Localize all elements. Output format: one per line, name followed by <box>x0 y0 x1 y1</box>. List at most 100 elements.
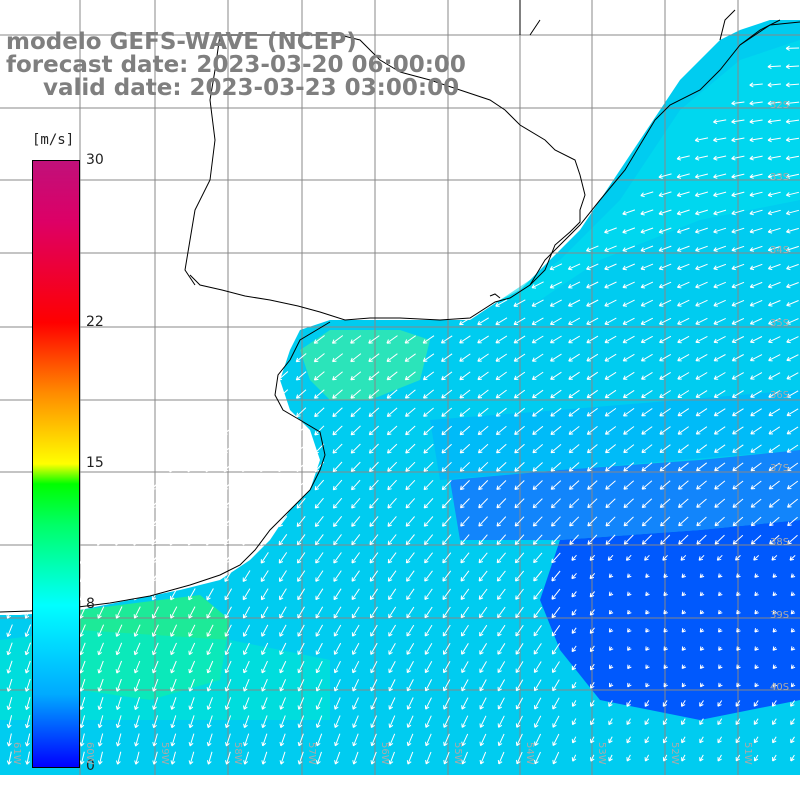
wind-arrow <box>749 354 763 362</box>
wind-arrow <box>644 736 650 744</box>
wind-arrow <box>424 588 433 600</box>
wind-arrow <box>626 736 631 744</box>
wind-arrow <box>442 606 451 619</box>
wind-arrow <box>260 479 270 491</box>
wind-arrow <box>732 480 744 490</box>
wind-arrow <box>331 335 344 344</box>
wind-arrow <box>768 354 781 362</box>
wind-arrow <box>478 498 489 509</box>
wind-arrow <box>479 643 488 655</box>
wind-arrow <box>441 479 452 491</box>
wind-arrow <box>731 336 745 344</box>
wind-arrow <box>314 497 324 509</box>
wind-arrow <box>314 407 325 418</box>
wind-arrow <box>242 588 251 601</box>
wind-arrow <box>479 751 487 765</box>
wind-arrow <box>460 606 470 619</box>
wind-arrow <box>79 570 87 583</box>
wind-arrow <box>369 497 379 509</box>
wind-arrow <box>478 516 488 527</box>
wind-arrow <box>731 354 744 362</box>
wind-arrow <box>786 444 799 453</box>
longitude-label: 56W <box>379 742 390 765</box>
wind-arrow <box>551 625 561 637</box>
wind-arrow <box>645 573 650 578</box>
wind-arrow <box>749 100 763 106</box>
wind-arrow <box>115 678 122 692</box>
wind-arrow <box>589 627 595 634</box>
wind-arrow <box>550 498 561 509</box>
wind-arrow <box>768 462 780 472</box>
wind-arrow <box>681 718 686 726</box>
wind-arrow <box>151 624 159 637</box>
wind-arrow <box>187 497 197 509</box>
wind-arrow <box>443 661 451 674</box>
wind-arrow <box>423 443 434 454</box>
wind-arrow <box>495 335 508 344</box>
wind-arrow <box>785 155 800 161</box>
wind-arrow <box>422 353 435 362</box>
wind-arrow <box>97 570 105 583</box>
wind-arrow <box>297 679 305 692</box>
wind-arrow <box>680 554 687 561</box>
wind-arrow <box>790 718 795 725</box>
wind-arrow <box>676 173 690 179</box>
wind-arrow <box>424 534 434 546</box>
wind-arrow <box>640 281 654 289</box>
wind-arrow <box>296 425 307 436</box>
wind-arrow <box>315 534 324 546</box>
wind-arrow <box>589 645 595 653</box>
wind-arrow <box>532 407 544 417</box>
wind-arrow <box>531 317 544 326</box>
wind-arrow <box>785 100 800 106</box>
stronger-wind-patch <box>300 330 430 400</box>
wind-arrow <box>187 479 197 491</box>
wind-arrow <box>459 353 471 362</box>
wind-arrow <box>370 679 378 692</box>
wind-arrow <box>754 573 759 578</box>
wind-arrow <box>735 700 741 707</box>
wind-arrow <box>515 679 524 692</box>
wind-arrow <box>224 606 232 619</box>
wind-arrow <box>551 588 561 600</box>
wind-arrow <box>313 335 325 344</box>
wind-arrow <box>623 516 634 527</box>
wind-arrow <box>571 718 577 726</box>
wind-arrow <box>768 390 781 398</box>
wind-arrow <box>786 263 799 271</box>
wind-arrow <box>749 155 763 161</box>
wind-arrow <box>170 642 177 656</box>
wind-arrow <box>641 426 653 435</box>
wind-arrow <box>170 624 178 637</box>
wind-arrow <box>732 444 744 453</box>
wind-arrow <box>568 335 581 344</box>
wind-arrow <box>478 534 488 545</box>
wind-arrow <box>659 353 672 362</box>
wind-arrow <box>768 300 781 307</box>
wind-arrow <box>714 498 726 508</box>
wind-arrow <box>641 389 653 399</box>
wind-arrow <box>695 372 708 380</box>
wind-arrow <box>609 646 614 651</box>
wind-arrow <box>681 646 687 651</box>
wind-arrow <box>695 390 708 398</box>
wind-arrow <box>152 660 159 674</box>
wind-arrow <box>188 660 196 674</box>
wind-arrow <box>351 516 361 527</box>
wind-arrow <box>295 353 307 363</box>
wind-arrow <box>731 317 745 325</box>
wind-arrow <box>608 573 614 578</box>
wind-arrow <box>406 570 415 582</box>
wind-arrow <box>604 245 617 252</box>
wind-arrow <box>623 498 634 509</box>
wind-arrow <box>626 700 632 707</box>
wind-arrow <box>443 679 451 692</box>
wind-arrow <box>659 480 671 490</box>
wind-arrow <box>605 444 617 454</box>
wind-arrow <box>351 606 360 619</box>
wind-arrow <box>297 624 305 637</box>
wind-arrow <box>332 497 343 509</box>
wind-arrow <box>368 371 380 381</box>
wind-arrow <box>6 678 13 692</box>
wind-arrow <box>350 461 361 472</box>
